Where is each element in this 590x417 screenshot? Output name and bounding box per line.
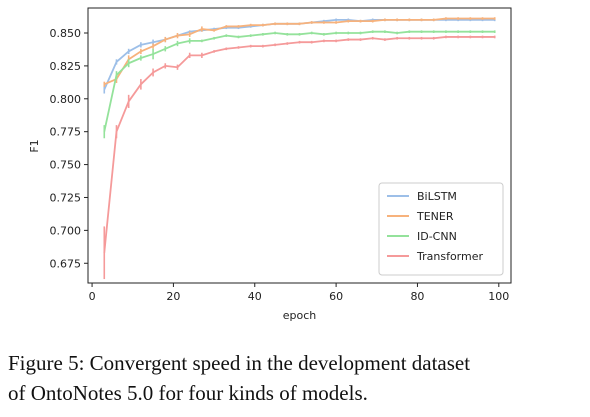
y-axis-label: F1 (28, 139, 41, 152)
x-tick-label: 40 (248, 290, 262, 303)
x-tick-label: 100 (488, 290, 509, 303)
x-tick-label: 0 (89, 290, 96, 303)
series-line-id-cnn (103, 30, 495, 132)
figure-caption: Figure 5: Convergent speed in the develo… (8, 348, 586, 408)
y-tick-label: 0.675 (50, 257, 82, 270)
series-line-tener (103, 17, 495, 86)
x-tick-label: 20 (166, 290, 180, 303)
y-tick-label: 0.850 (50, 27, 82, 40)
caption-line-2: of OntoNotes 5.0 for four kinds of model… (8, 381, 368, 405)
series-bilstm (103, 18, 496, 94)
series-transformer (103, 35, 496, 280)
y-axis-ticks: 0.675 0.700 0.725 0.750 0.775 0.800 0.825 0.850 (50, 27, 88, 270)
x-axis-label: epoch (283, 309, 317, 322)
legend: BiLSTM TENER ID-CNN Transformer (378, 182, 504, 276)
line-chart: 0.675 0.700 0.725 0.750 0.775 0.800 0.825 0.850… (28, 7, 512, 322)
legend-label-bilstm: BiLSTM (417, 190, 457, 203)
legend-label-id-cnn: ID-CNN (417, 230, 457, 243)
series-layer (103, 17, 496, 280)
caption-line-1: Figure 5: Convergent speed in the develo… (8, 351, 471, 375)
y-tick-label: 0.825 (50, 60, 82, 73)
y-tick-label: 0.725 (50, 191, 82, 204)
legend-frame (378, 182, 504, 276)
x-axis-ticks: 0 20 40 60 80 100 (89, 283, 509, 303)
legend-label-transformer: Transformer (416, 250, 483, 263)
series-line-bilstm (103, 18, 495, 90)
series-id-cnn (103, 30, 496, 139)
y-tick-label: 0.775 (50, 126, 82, 139)
y-tick-label: 0.800 (50, 93, 82, 106)
x-tick-label: 80 (410, 290, 424, 303)
plot-frame (87, 7, 512, 284)
y-tick-label: 0.750 (50, 159, 82, 172)
y-tick-label: 0.700 (50, 224, 82, 237)
series-tener (103, 17, 496, 87)
legend-label-tener: TENER (416, 210, 454, 223)
x-tick-label: 60 (329, 290, 343, 303)
